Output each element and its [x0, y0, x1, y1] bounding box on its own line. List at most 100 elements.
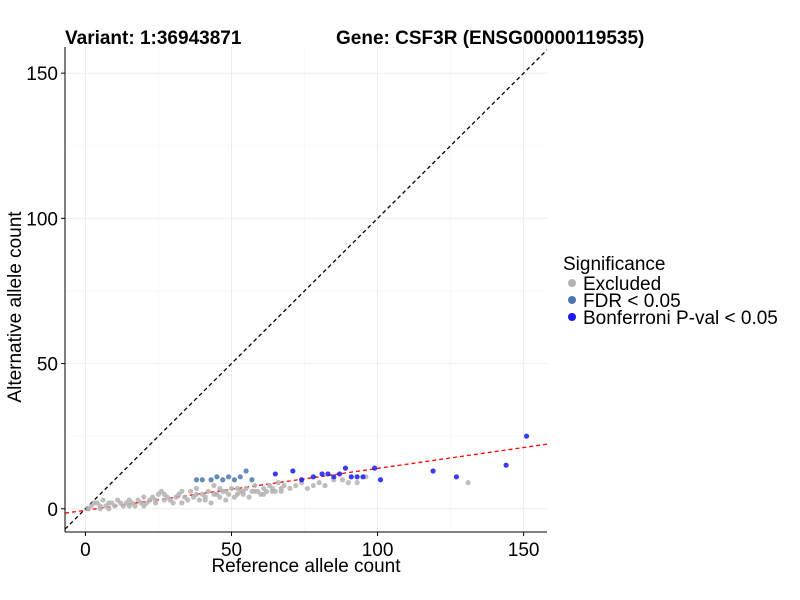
point-excluded: [193, 491, 200, 497]
point-excluded: [179, 500, 185, 506]
point-fdr-0-05: [249, 477, 255, 483]
point-excluded: [261, 491, 267, 497]
point-bonferroni-p-val-0-05: [272, 471, 278, 477]
point-excluded: [293, 482, 299, 489]
point-excluded: [223, 497, 229, 503]
point-excluded: [211, 491, 217, 497]
y-tick-label: 0: [47, 500, 58, 521]
point-bonferroni-p-val-0-05: [319, 471, 325, 477]
point-bonferroni-p-val-0-05: [453, 474, 460, 480]
point-excluded: [275, 480, 281, 486]
data-points: [85, 433, 530, 512]
point-excluded: [211, 482, 217, 489]
x-tick-label: 50: [221, 540, 242, 561]
legend-label: Bonferroni P-val < 0.05: [583, 308, 778, 329]
point-excluded: [465, 480, 471, 486]
point-fdr-0-05: [220, 477, 226, 483]
point-excluded: [170, 500, 176, 506]
point-excluded: [354, 480, 360, 486]
point-bonferroni-p-val-0-05: [331, 474, 337, 480]
point-fdr-0-05: [199, 477, 205, 483]
identity-reference-line: [65, 49, 547, 530]
point-bonferroni-p-val-0-05: [299, 477, 305, 483]
point-fdr-0-05: [214, 474, 220, 480]
point-bonferroni-p-val-0-05: [354, 474, 360, 480]
point-bonferroni-p-val-0-05: [342, 465, 349, 471]
point-fdr-0-05: [243, 468, 249, 474]
point-excluded: [97, 506, 103, 512]
point-fdr-0-05: [193, 477, 200, 483]
point-fdr-0-05: [208, 477, 214, 483]
grid: [65, 47, 547, 532]
point-bonferroni-p-val-0-05: [377, 477, 384, 483]
point-bonferroni-p-val-0-05: [523, 433, 530, 439]
legend-label: Excluded: [583, 274, 661, 295]
point-excluded: [161, 491, 167, 497]
y-tick-label: 150: [26, 64, 58, 85]
legend-key: [568, 296, 576, 304]
point-excluded: [339, 477, 346, 483]
x-tick-label: 100: [362, 540, 394, 561]
point-excluded: [106, 506, 112, 512]
point-bonferroni-p-val-0-05: [325, 471, 331, 477]
legend-key: [568, 279, 576, 287]
point-excluded: [310, 482, 316, 489]
point-excluded: [141, 494, 147, 500]
point-excluded: [345, 480, 351, 486]
point-excluded: [179, 488, 185, 494]
variant-title: Variant: 1:36943871: [65, 28, 242, 49]
point-excluded: [304, 485, 311, 492]
point-excluded: [217, 494, 223, 500]
y-axis-title: Alternative allele count: [5, 211, 26, 403]
reference-lines: [65, 49, 547, 530]
point-fdr-0-05: [225, 474, 232, 480]
x-tick-label: 0: [80, 540, 91, 561]
point-excluded: [217, 485, 223, 492]
legend-key: [568, 313, 576, 321]
point-excluded: [246, 494, 252, 500]
point-bonferroni-p-val-0-05: [360, 474, 366, 480]
point-bonferroni-p-val-0-05: [348, 474, 354, 480]
point-excluded: [316, 480, 322, 486]
point-excluded: [281, 482, 287, 489]
point-excluded: [202, 497, 208, 503]
point-bonferroni-p-val-0-05: [372, 465, 378, 471]
point-excluded: [112, 503, 118, 509]
point-excluded: [252, 482, 258, 489]
point-excluded: [252, 488, 258, 494]
point-excluded: [269, 488, 276, 494]
point-excluded: [100, 497, 106, 503]
point-excluded: [193, 485, 200, 492]
point-excluded: [278, 488, 284, 494]
point-excluded: [205, 488, 211, 494]
point-excluded: [185, 497, 191, 503]
gene-title: Gene: CSF3R (ENSG00000119535): [336, 28, 644, 49]
legend-label: FDR < 0.05: [583, 291, 681, 312]
y-tick-label: 100: [26, 209, 58, 230]
point-bonferroni-p-val-0-05: [430, 468, 436, 474]
point-fdr-0-05: [237, 474, 243, 480]
point-excluded: [287, 485, 293, 492]
point-bonferroni-p-val-0-05: [290, 468, 296, 474]
point-bonferroni-p-val-0-05: [336, 471, 343, 477]
point-excluded: [188, 488, 194, 494]
point-excluded: [152, 497, 159, 503]
point-excluded: [196, 497, 202, 503]
point-bonferroni-p-val-0-05: [310, 474, 316, 480]
axes: 0 50 100 150 0 50 100 150: [26, 47, 547, 561]
legend-title: Significance: [563, 254, 665, 275]
fit-reference-line: [65, 443, 547, 514]
point-bonferroni-p-val-0-05: [503, 462, 509, 468]
point-excluded: [208, 500, 214, 506]
point-excluded: [234, 485, 240, 492]
x-tick-label: 150: [508, 540, 540, 561]
point-fdr-0-05: [231, 477, 238, 483]
point-excluded: [223, 488, 229, 494]
x-axis-title: Reference allele count: [211, 556, 401, 577]
point-excluded: [240, 488, 246, 494]
y-tick-label: 50: [37, 355, 58, 376]
point-excluded: [126, 503, 132, 509]
point-excluded: [132, 503, 138, 509]
